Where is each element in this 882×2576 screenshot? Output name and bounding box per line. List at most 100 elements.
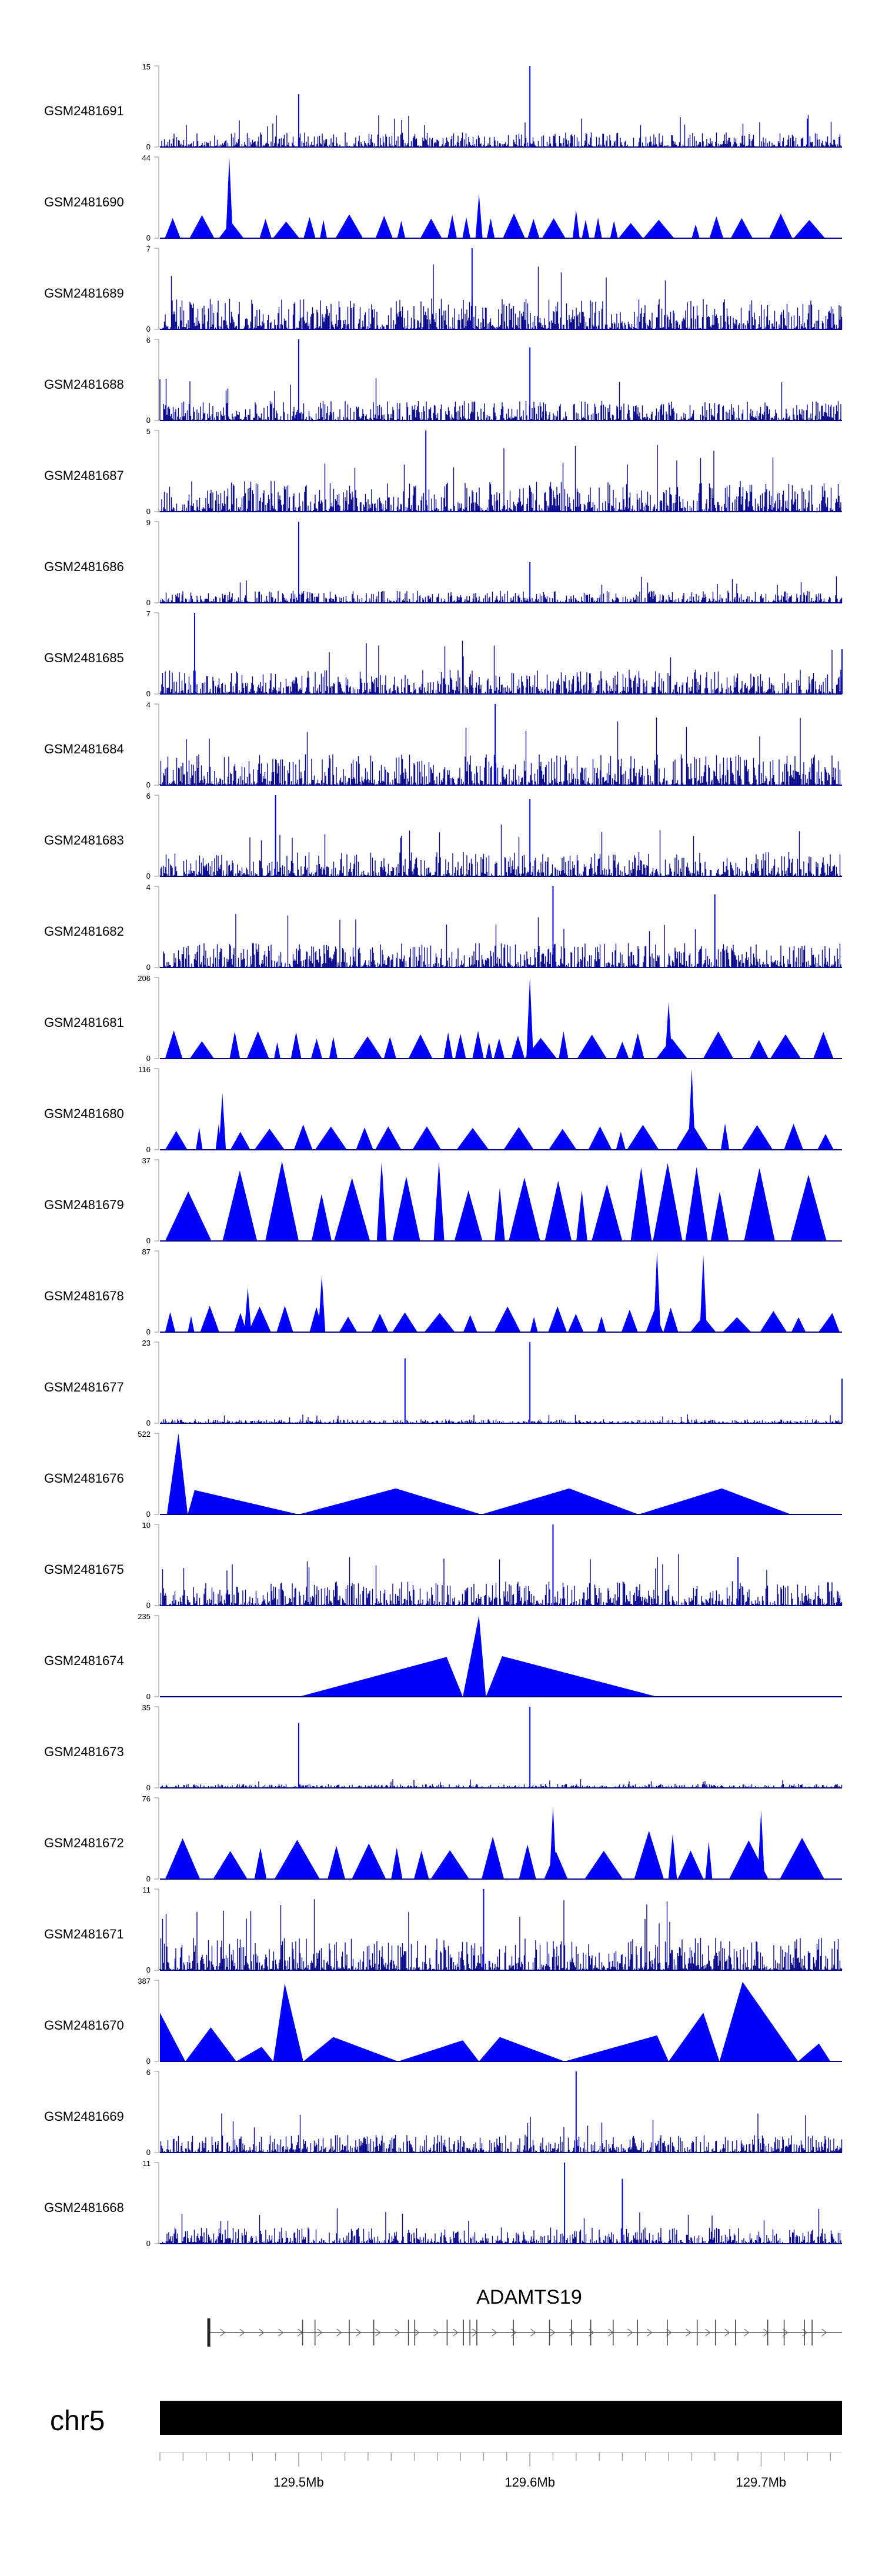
chromosome-track: chr5 — [50, 2401, 842, 2437]
y-max-tick-label: 23 — [142, 1339, 151, 1347]
coverage-area — [160, 1161, 842, 1241]
y-min-tick-label: 0 — [146, 1510, 151, 1519]
y-max-tick-label: 9 — [146, 518, 151, 527]
peak-spike — [526, 977, 534, 1059]
track-label: GSM2481672 — [44, 1836, 124, 1850]
y-max-tick-label: 235 — [138, 1612, 151, 1621]
track-GSM2481673: GSM2481673 35 0 — [44, 1703, 843, 1792]
strand-arrow — [356, 2328, 362, 2337]
y-max-tick-label: 10 — [142, 1521, 151, 1530]
coverage-signal — [159, 445, 841, 512]
y-max-tick-label: 5 — [146, 427, 151, 436]
coverage-area — [160, 213, 842, 238]
y-min-tick-label: 0 — [146, 2148, 151, 2157]
coverage-area — [160, 1030, 842, 1059]
track-label: GSM2481686 — [44, 559, 124, 574]
track-GSM2481672: GSM2481672 76 0 — [44, 1794, 842, 1883]
track-label: GSM2481682 — [44, 924, 124, 939]
y-max-tick-label: 35 — [142, 1703, 151, 1712]
strand-arrow — [278, 2328, 284, 2337]
y-max-tick-label: 6 — [146, 792, 151, 800]
track-label: GSM2481681 — [44, 1015, 124, 1030]
track-label: GSM2481675 — [44, 1562, 124, 1577]
track-GSM2481679: GSM2481679 37 0 — [44, 1156, 842, 1245]
y-min-tick-label: 0 — [146, 963, 151, 972]
peak-spike — [244, 1287, 252, 1332]
gene-exon — [207, 2318, 211, 2347]
coverage-tracks: GSM2481691150GSM2481690440GSM248168970GS… — [44, 62, 843, 2248]
y-min-tick-label: 0 — [146, 1054, 151, 1063]
track-label: GSM2481685 — [44, 650, 124, 665]
y-min-tick-label: 0 — [146, 142, 151, 151]
track-GSM2481682: GSM2481682 4 0 — [44, 883, 843, 972]
coverage-signal — [159, 2208, 843, 2244]
strand-arrow — [375, 2328, 381, 2337]
strand-arrow — [259, 2328, 265, 2337]
coverage-signal — [159, 640, 843, 694]
coverage-signal — [159, 115, 841, 147]
y-min-tick-label: 0 — [146, 1874, 151, 1883]
peak-spike — [572, 209, 580, 238]
track-label: GSM2481683 — [44, 833, 124, 847]
y-min-tick-label: 0 — [146, 598, 151, 607]
chromosome-bar — [160, 2401, 842, 2435]
coverage-area — [166, 1433, 791, 1514]
strand-arrow — [511, 2328, 517, 2337]
y-min-tick-label: 0 — [146, 689, 151, 698]
coverage-area — [160, 1306, 842, 1332]
y-min-tick-label: 0 — [146, 507, 151, 516]
strand-arrow — [336, 2328, 342, 2337]
track-GSM2481684: GSM2481684 4 0 — [44, 700, 843, 789]
y-min-tick-label: 0 — [146, 325, 151, 333]
track-label: GSM2481678 — [44, 1289, 124, 1303]
y-max-tick-label: 44 — [142, 154, 151, 162]
x-tick-label: 129.7Mb — [736, 2475, 787, 2490]
coverage-signal — [159, 914, 843, 967]
coverage-signal — [159, 1554, 843, 1606]
peak-spike — [688, 1069, 696, 1150]
track-GSM2481676: GSM2481676 522 0 — [44, 1430, 842, 1519]
peak-spike — [225, 157, 233, 238]
y-max-tick-label: 7 — [146, 245, 151, 253]
track-GSM2481675: GSM2481675 10 0 — [44, 1521, 843, 1610]
strand-arrow — [705, 2328, 711, 2337]
track-GSM2481689: GSM2481689 7 0 — [44, 245, 843, 333]
track-GSM2481670: GSM2481670 387 0 — [44, 1977, 842, 2066]
peak-spike — [318, 1275, 326, 1332]
track-label: GSM2481684 — [44, 742, 124, 756]
track-label: GSM2481687 — [44, 468, 124, 483]
strand-arrow — [763, 2328, 769, 2337]
y-min-tick-label: 0 — [146, 1783, 151, 1792]
track-GSM2481680: GSM2481680 116 0 — [44, 1065, 842, 1154]
track-GSM2481669: GSM2481669 6 0 — [44, 2068, 843, 2157]
coverage-signal — [159, 1899, 843, 1970]
y-max-tick-label: 522 — [138, 1430, 151, 1439]
track-GSM2481691: GSM2481691 15 0 — [44, 62, 842, 151]
track-label: GSM2481674 — [44, 1653, 124, 1668]
coverage-area — [160, 1981, 831, 2061]
strand-arrow — [627, 2328, 633, 2337]
coverage-area — [160, 1830, 842, 1879]
coverage-signal — [159, 264, 843, 329]
track-label: GSM2481691 — [44, 104, 124, 118]
y-min-tick-label: 0 — [146, 780, 151, 789]
track-label: GSM2481670 — [44, 2018, 124, 2033]
track-GSM2481681: GSM2481681 206 0 — [44, 974, 842, 1063]
y-min-tick-label: 0 — [146, 2239, 151, 2248]
coverage-signal — [159, 825, 843, 876]
y-min-tick-label: 0 — [146, 1145, 151, 1154]
track-GSM2481683: GSM2481683 6 0 — [44, 792, 843, 880]
strand-arrow — [395, 2328, 400, 2337]
strand-arrow — [647, 2328, 653, 2337]
strand-arrow — [414, 2328, 420, 2337]
track-label: GSM2481688 — [44, 377, 124, 392]
peak-spike — [757, 1810, 765, 1879]
strand-arrow — [821, 2328, 827, 2337]
y-min-tick-label: 0 — [146, 416, 151, 425]
coverage-signal — [159, 378, 843, 421]
peak-spike — [700, 1254, 707, 1332]
track-GSM2481671: GSM2481671 11 0 — [44, 1886, 843, 1974]
y-max-tick-label: 6 — [146, 2068, 151, 2077]
track-GSM2481674: GSM2481674 235 0 — [44, 1612, 842, 1701]
coverage-signal — [159, 1414, 843, 1423]
